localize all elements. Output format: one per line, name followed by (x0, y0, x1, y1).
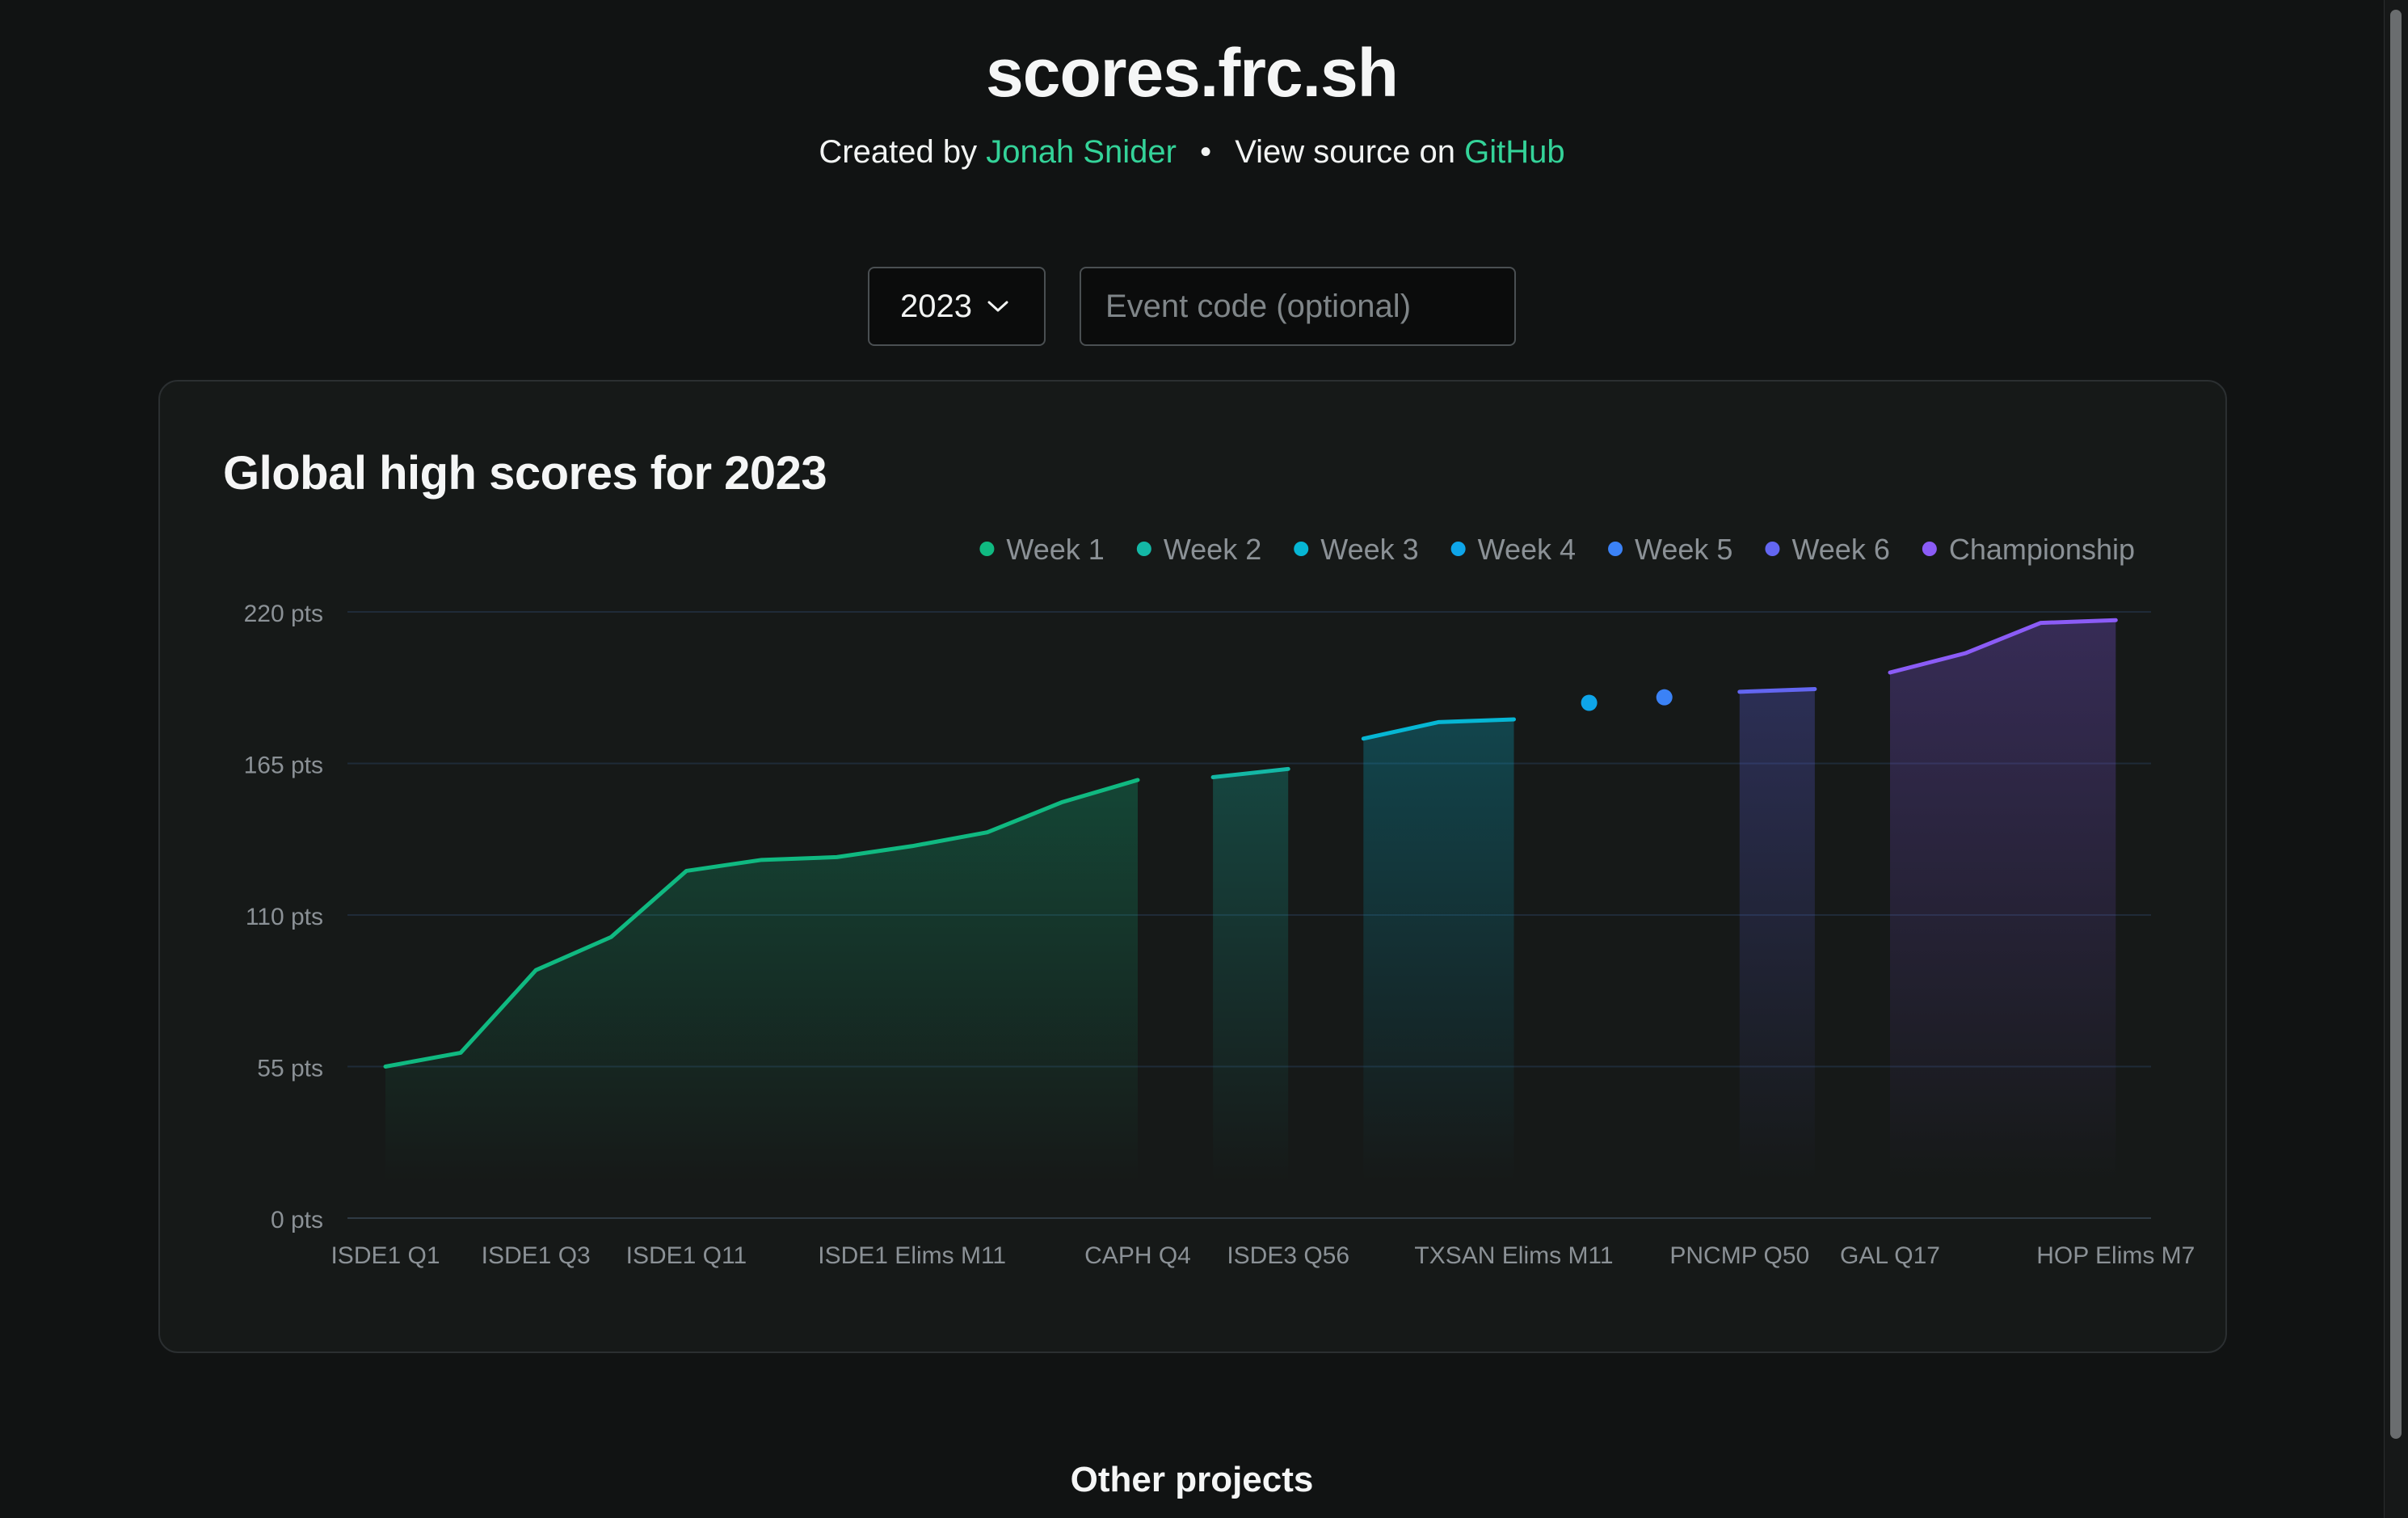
x-tick-label: TXSAN Elims M11 (1414, 1242, 1613, 1269)
chevron-down-icon (987, 301, 1008, 312)
series-area (1890, 620, 2116, 1182)
x-tick-label: ISDE3 Q56 (1227, 1242, 1349, 1269)
legend-marker (1136, 542, 1151, 556)
series-line (1210, 766, 1290, 780)
x-tick-label: ISDE1 Q11 (626, 1242, 747, 1269)
chart-card (158, 380, 2227, 1353)
y-tick-label: 220 pts (244, 601, 323, 627)
other-projects-heading: Other projects (1070, 1460, 1314, 1499)
y-tick-label: 165 pts (244, 753, 323, 779)
legend-marker (1922, 542, 1937, 556)
year-select-value: 2023 (900, 288, 972, 324)
byline-separator: • (1200, 134, 1212, 170)
x-tick-label: PNCMP Q50 (1669, 1242, 1809, 1269)
legend-label: Championship (1949, 533, 2135, 566)
legend-marker (1450, 542, 1466, 556)
chart-title: Global high scores for 2023 (223, 447, 827, 500)
legend-label: Week 5 (1635, 533, 1732, 566)
legend-label: Week 4 (1478, 533, 1576, 566)
site-title: scores.frc.sh (986, 35, 1399, 111)
scrollbar-thumb[interactable] (2390, 10, 2402, 1439)
series-area (1739, 689, 1815, 1182)
created-by-text: Created by (819, 134, 978, 170)
byline: Created by Jonah Snider • View source on… (0, 134, 2384, 171)
data-point (1581, 694, 1598, 711)
series-line (1888, 618, 2118, 675)
x-tick-label: ISDE1 Q3 (482, 1242, 591, 1269)
series-line (1361, 717, 1516, 741)
series-line (383, 778, 1140, 1069)
year-select[interactable]: 2023 (868, 267, 1046, 346)
series-area (1363, 719, 1514, 1182)
author-link[interactable]: Jonah Snider (986, 134, 1177, 170)
x-tick-label: ISDE1 Elims M11 (818, 1242, 1006, 1269)
view-source-text: View source on (1235, 134, 1455, 170)
data-point (1656, 689, 1673, 706)
series-line (1737, 686, 1817, 694)
y-tick-label: 55 pts (257, 1056, 323, 1082)
legend-marker (1765, 542, 1780, 556)
legend-label: Week 1 (1006, 533, 1104, 566)
legend-label: Week 6 (1791, 533, 1889, 566)
legend-label: Week 3 (1320, 533, 1418, 566)
y-tick-label: 0 pts (271, 1207, 323, 1233)
series-area (1213, 769, 1289, 1182)
series-area (385, 779, 1138, 1182)
legend-marker (1294, 542, 1309, 556)
legend-marker (979, 542, 995, 556)
x-tick-label: ISDE1 Q1 (330, 1242, 440, 1269)
y-tick-label: 110 pts (246, 904, 323, 930)
x-tick-label: HOP Elims M7 (2036, 1242, 2195, 1269)
x-tick-label: CAPH Q4 (1084, 1242, 1191, 1269)
legend-marker (1608, 542, 1623, 556)
event-code-input[interactable] (1080, 267, 1516, 346)
x-tick-label: GAL Q17 (1840, 1242, 1940, 1269)
legend-label: Week 2 (1164, 533, 1261, 566)
github-link[interactable]: GitHub (1464, 134, 1565, 170)
